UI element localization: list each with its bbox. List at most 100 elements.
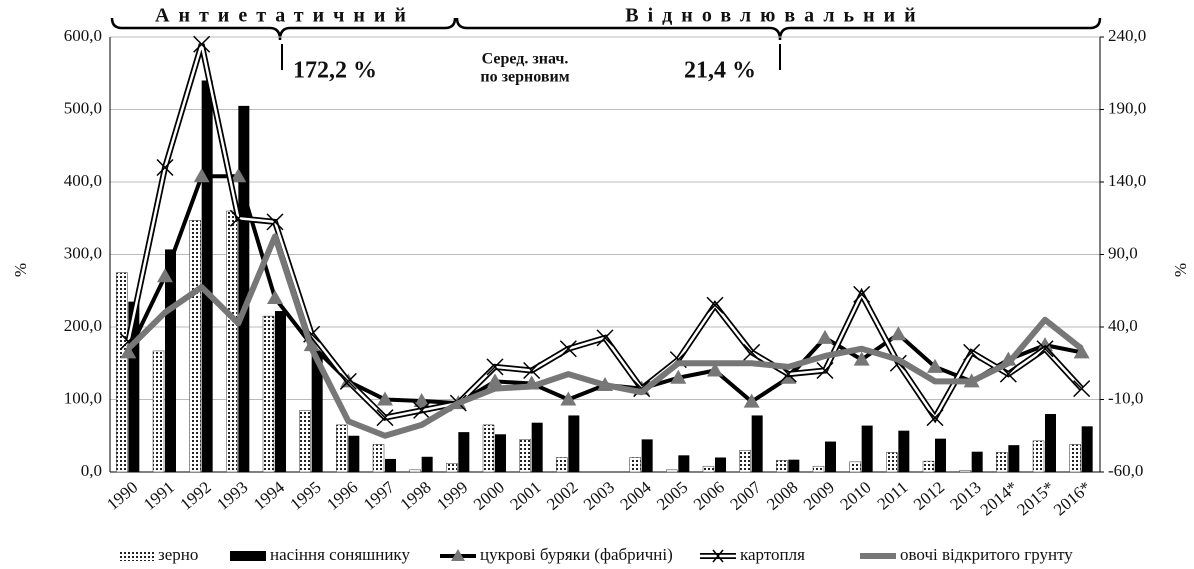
x-tick-label: 2007 [726,477,765,514]
x-tick-label: 2008 [763,478,801,514]
bar [641,439,653,472]
marker [486,358,504,376]
marker [926,409,944,427]
y-tick-label: 100,0 [64,388,102,407]
x-tick-label: 1993 [213,478,251,514]
marker [523,361,541,380]
marker [413,392,430,407]
marker [376,409,394,427]
bar [275,311,286,472]
bar [825,441,836,472]
marker [266,213,284,231]
bar [458,432,470,472]
marker [963,343,981,361]
bar [996,452,1008,473]
bar [629,457,641,473]
legend-swatch [451,549,465,561]
bar [189,220,201,473]
line [126,233,1084,439]
x-tick-label: 1996 [323,478,361,514]
x-tick-label: 2000 [470,478,508,514]
marker [156,158,174,177]
marker [120,344,137,359]
bar [935,438,946,472]
marker [229,209,247,227]
legend-label: цукрові буряки (фабричні) [480,545,673,564]
marker [706,296,724,314]
y2-tick-label: 190,0 [1108,98,1146,117]
bar [959,470,971,473]
bar [446,463,458,473]
y-tick-label: 300,0 [64,243,102,262]
legend-label: картопля [740,545,805,564]
y-tick-label: 0,0 [81,461,102,480]
bar [568,415,580,472]
y2-tick-label: -10,0 [1108,388,1143,407]
bar [776,460,788,473]
bar [421,456,433,472]
x-tick-label: 2012 [910,478,948,514]
bar [299,410,311,473]
x-tick-label: 2016* [1050,478,1095,520]
y2-tick-label: 140,0 [1108,171,1146,190]
y-axis-label: % [11,263,30,277]
marker [377,391,393,406]
y-tick-label: 400,0 [64,171,102,190]
bar [812,465,825,473]
y2-tick-label: -60,0 [1108,461,1143,480]
bar [1045,414,1056,472]
bar [482,424,495,473]
bar [409,469,421,473]
x-tick-label: 2014* [977,478,1022,520]
marker [596,329,614,347]
bar [262,315,275,473]
x-tick-label: 1999 [433,478,471,514]
bar [385,458,396,472]
marker [853,285,871,303]
x-tick-label: 2015* [1013,478,1058,520]
y2-tick-label: 240,0 [1108,26,1146,45]
bar [898,430,910,472]
legend-swatch [712,549,724,563]
marker [927,358,943,373]
annotation: 172,2 % [293,58,377,84]
x-tick-label: 2011 [874,478,912,514]
bar [238,105,250,472]
bar [152,350,165,473]
bar [531,422,543,472]
bar [751,415,763,472]
x-tick-label: 1992 [176,478,214,514]
bar [128,301,140,472]
bar [1032,440,1045,473]
bar [666,469,678,473]
x-tick-label: 1997 [360,477,399,514]
bar [165,249,176,472]
marker [816,361,834,380]
marker [267,290,283,304]
marker [560,391,577,406]
y-tick-label: 600,0 [64,26,102,45]
bar [495,434,506,472]
legend-swatch [118,551,154,561]
marker [413,401,431,419]
x-tick-label: 2002 [543,478,581,514]
bar [348,435,360,472]
period-label: Відновлювальний [625,5,924,27]
bar [556,457,568,473]
y2-tick-label: 90,0 [1108,243,1138,262]
marker [487,373,503,388]
marker [890,326,907,341]
marker [339,372,357,390]
legend-swatch [230,551,266,561]
x-tick-label: 1990 [103,478,141,514]
x-tick-label: 1994 [250,477,289,514]
marker [1073,344,1090,359]
marker [707,362,723,377]
x-tick-label: 1998 [396,478,434,514]
marker [193,35,211,53]
marker [193,168,210,183]
x-tick-label: 2004 [616,477,655,514]
y2-tick-label: 40,0 [1108,316,1138,335]
bar [788,459,800,472]
x-tick-label: 1995 [286,478,324,514]
